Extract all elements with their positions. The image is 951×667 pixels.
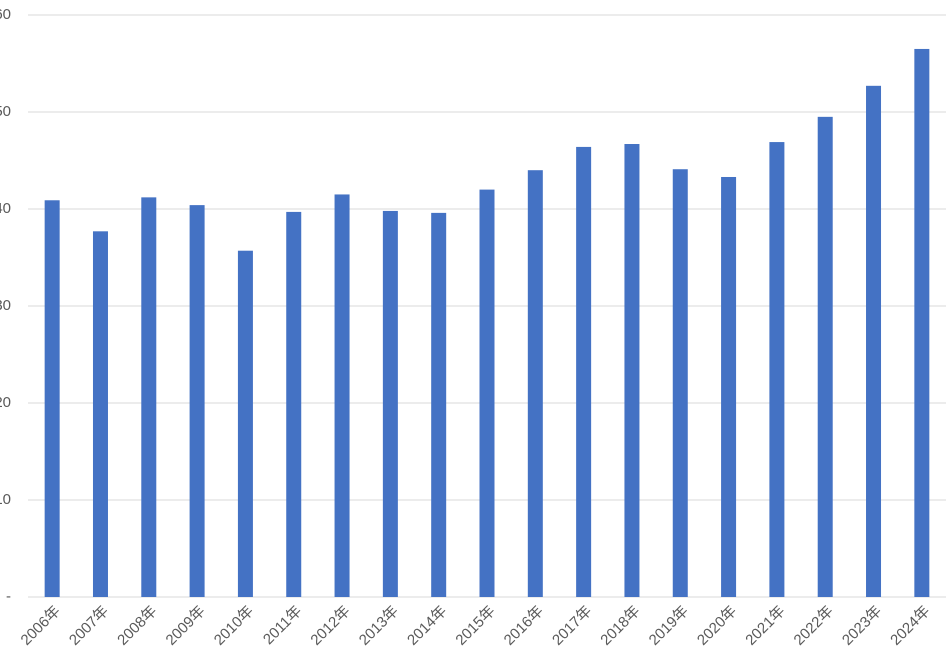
x-tick-label: 2018年 — [597, 603, 643, 649]
bar — [769, 142, 785, 597]
bar — [237, 250, 253, 597]
x-tick-label: 2022年 — [791, 603, 837, 649]
y-tick-label: 10 — [0, 491, 11, 508]
x-tick-label: 2023年 — [839, 603, 885, 649]
x-tick-label: 2021年 — [742, 603, 788, 649]
x-tick-label: 2012年 — [307, 603, 353, 649]
x-tick-label: 2006年 — [18, 603, 64, 649]
x-tick-label: 2019年 — [646, 603, 692, 649]
bar — [576, 146, 592, 598]
bar — [382, 210, 398, 597]
bar — [721, 176, 737, 598]
x-tick-label: 2013年 — [356, 603, 402, 649]
bar — [479, 189, 495, 597]
x-tick-label: 2008年 — [114, 603, 160, 649]
bar — [914, 48, 930, 597]
x-tick-label: 2017年 — [549, 603, 595, 649]
bar — [141, 197, 157, 598]
bar — [286, 211, 302, 597]
bar — [334, 194, 350, 597]
y-tick-label: - — [6, 588, 11, 605]
bar — [817, 116, 833, 597]
x-tick-label: 2014年 — [404, 603, 450, 649]
y-tick-label: 50 — [0, 103, 11, 120]
y-tick-label: 20 — [0, 394, 11, 411]
bar — [624, 144, 640, 597]
y-tick-label: 30 — [0, 297, 11, 314]
x-tick-label: 2024年 — [887, 603, 933, 649]
bar — [92, 231, 108, 597]
x-tick-label: 2009年 — [163, 603, 209, 649]
bar — [672, 169, 688, 598]
x-tick-label: 2007年 — [66, 603, 112, 649]
bar — [431, 212, 447, 597]
y-tick-label: 60 — [0, 6, 11, 23]
bar — [527, 170, 543, 597]
bar — [44, 200, 60, 597]
x-tick-label: 2015年 — [452, 603, 498, 649]
y-tick-label: 40 — [0, 200, 11, 217]
x-tick-label: 2020年 — [694, 603, 740, 649]
x-tick-label: 2016年 — [501, 603, 547, 649]
x-tick-label: 2010年 — [211, 603, 257, 649]
bar — [189, 205, 205, 597]
x-tick-label: 2011年 — [260, 603, 305, 648]
bar — [866, 85, 882, 597]
